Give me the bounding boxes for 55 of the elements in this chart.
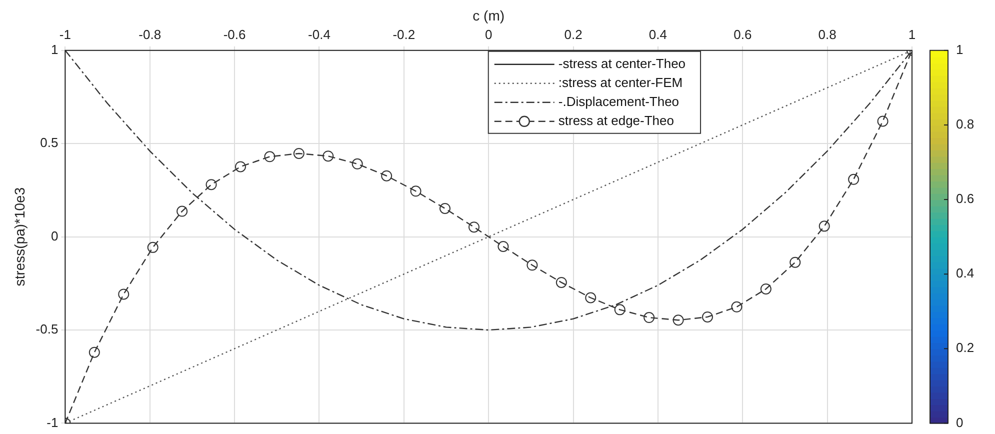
point [118,288,130,300]
point [352,158,363,170]
color-bar-label: 0.4 [956,266,974,281]
point [147,242,158,253]
x-tick-label: 0.8 [818,27,836,42]
point [264,151,276,162]
point [702,311,713,322]
point [322,150,334,162]
color-bar-label: 0.2 [956,340,974,356]
color-bar-label: 0.6 [956,191,974,206]
point [877,116,888,127]
point [731,301,742,312]
legend-label: -.Displacement-Theo [558,94,680,109]
point [848,174,860,185]
x-tick-label: 1 [908,27,916,42]
x-tick-label: -0.2 [392,27,416,42]
x-tick-label: 0.2 [564,27,582,42]
y-tick-label: 0 [50,228,58,244]
color-bar-label: 0.8 [956,116,974,132]
color-bar-label: 0 [956,414,964,430]
legend-label: :stress at center-FEM [558,74,683,90]
point [410,186,422,197]
point [614,304,626,316]
x-tick-label: -0.6 [223,27,246,42]
y-tick-label: -0.5 [36,322,58,337]
y-tick-label: -1 [46,414,58,430]
point [556,276,567,288]
point [760,283,772,294]
point [176,206,188,217]
x-tick-label: -0.8 [138,27,162,42]
x-axis-title: c (m) [472,7,505,24]
legend-label: -stress at center-Theo [558,56,686,71]
y-tick-label: 0.5 [40,135,58,150]
color-bar-label: 1 [956,42,964,57]
point [672,314,684,326]
point [818,220,830,232]
x-tick-label: 0 [484,27,492,42]
point [585,292,596,304]
point [526,260,538,271]
x-tick-label: -0.4 [308,27,330,42]
point [498,240,509,252]
point [206,179,217,190]
point [468,222,480,233]
point [790,256,801,268]
legend-label: stress at edge-Theo [558,112,674,128]
point [381,170,392,182]
point [88,346,100,358]
x-tick-label: 0.6 [734,27,752,42]
point [644,312,655,324]
point [234,161,246,172]
y-tick-label: 1 [50,42,58,57]
x-tick-label: 0.4 [648,27,667,42]
point [439,202,450,214]
y-axis-title: stress(pa)*10e3 [11,187,28,286]
point [293,148,304,159]
